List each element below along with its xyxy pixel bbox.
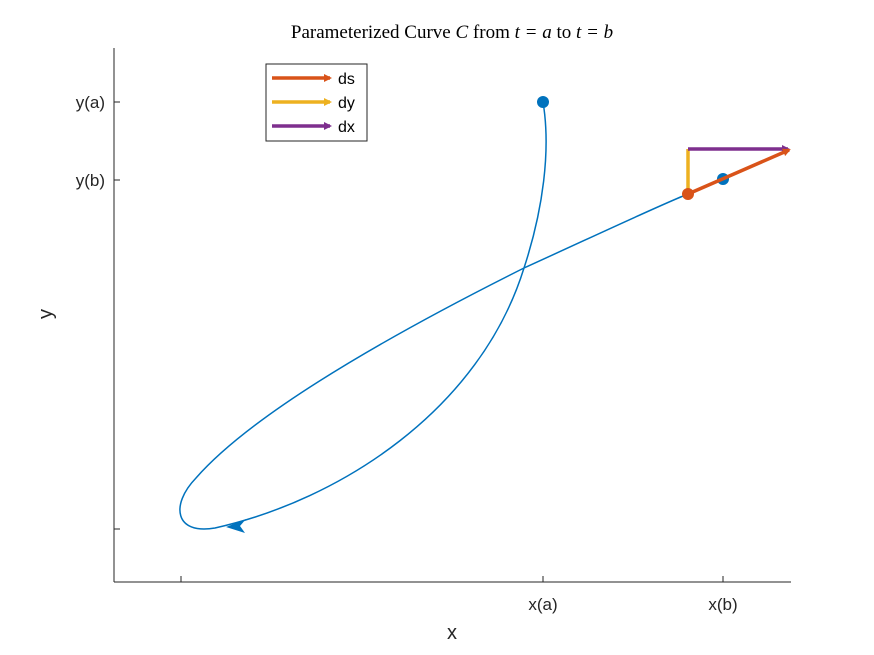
x-axis-label: x (447, 622, 457, 644)
legend-entry-dx: dx (272, 119, 355, 136)
chart-title: Parameterized Curve C from t = a to t = … (291, 22, 613, 43)
curve-direction-arrowhead (226, 519, 246, 533)
y-tick-label: y(b) (76, 171, 105, 190)
x-tick-label: x(a) (528, 595, 557, 614)
y-axis-label: y (35, 309, 57, 319)
start-point-a (537, 96, 549, 108)
legend-entry-dy: dy (272, 95, 355, 112)
parametric-curve (179, 101, 689, 530)
ds-vector (687, 148, 791, 196)
x-tick-label: x(b) (708, 595, 737, 614)
legend-label-ds: ds (338, 71, 355, 88)
legend-entry-ds: ds (272, 71, 355, 88)
ds-origin-point (682, 188, 694, 200)
legend-label-dx: dx (338, 119, 355, 136)
legend-label-dy: dy (338, 95, 355, 112)
legend: ds dy dx (265, 63, 368, 142)
y-tick-label: y(a) (76, 93, 105, 112)
